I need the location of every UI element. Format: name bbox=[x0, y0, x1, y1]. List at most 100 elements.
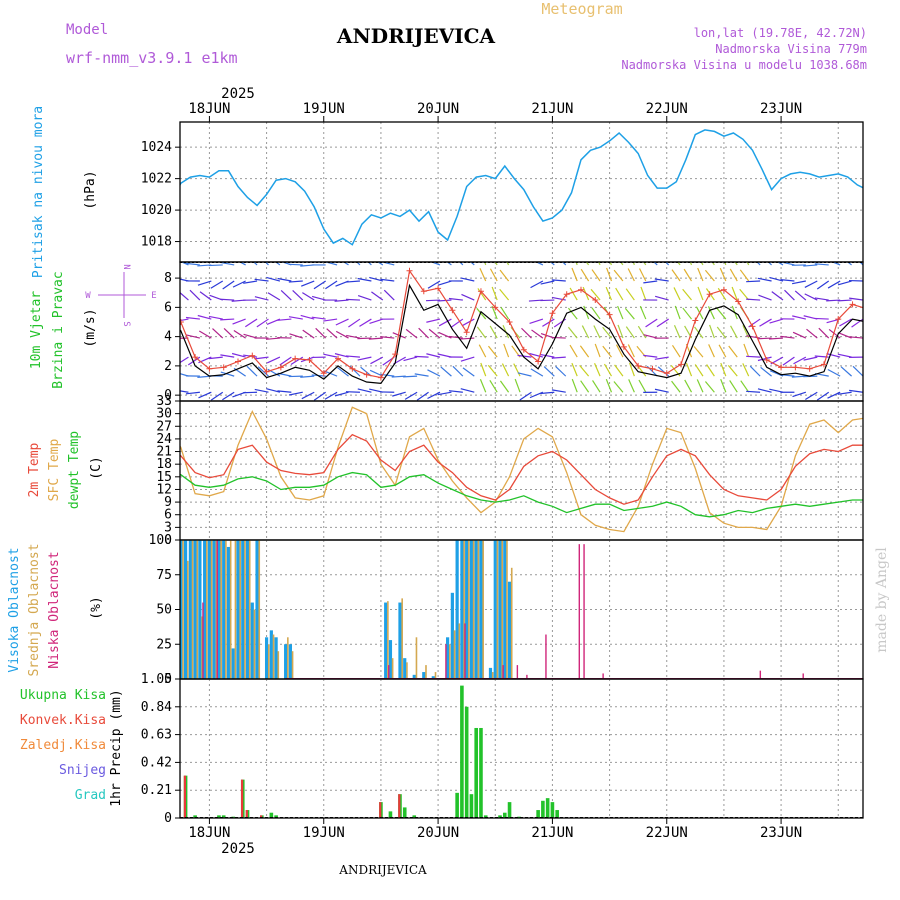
gust-marker bbox=[363, 371, 370, 378]
wind-arrow bbox=[199, 291, 212, 301]
wind-arrow bbox=[164, 319, 177, 325]
cloud-high-bar bbox=[412, 674, 416, 679]
wind-arrow bbox=[696, 379, 704, 393]
gust-marker bbox=[578, 286, 584, 293]
cloud-mid-bar bbox=[406, 662, 408, 679]
wind-arrow bbox=[324, 391, 338, 400]
cloud-high-bar bbox=[217, 540, 221, 679]
wind-arrow bbox=[337, 367, 349, 377]
wind-arrow bbox=[313, 391, 326, 401]
cloud-mid-bar bbox=[210, 540, 213, 679]
compass-rose: W E N S bbox=[85, 264, 156, 326]
cloud-mid-bar bbox=[463, 540, 465, 679]
wind-arrow bbox=[252, 262, 258, 266]
wind-arrow bbox=[720, 378, 727, 393]
wind-arrow bbox=[581, 325, 590, 339]
wind-arrow bbox=[418, 327, 429, 339]
wind-arrow bbox=[606, 267, 613, 282]
gust-marker bbox=[449, 307, 456, 314]
wind-arrow bbox=[152, 357, 166, 358]
gust-marker bbox=[492, 304, 499, 311]
wind-arrow bbox=[682, 288, 692, 301]
wind-arrow bbox=[757, 388, 772, 393]
wind-arrow bbox=[129, 354, 143, 358]
wind-arrow bbox=[609, 262, 613, 266]
wind-arrow bbox=[592, 380, 601, 393]
wind-arrow bbox=[131, 281, 143, 288]
wind-arrow bbox=[776, 262, 784, 266]
top-day-label: 18JUN bbox=[188, 101, 230, 117]
wind-arrow bbox=[555, 366, 567, 377]
y-tick-label: 75 bbox=[156, 568, 172, 583]
precip-conv-bar bbox=[260, 815, 263, 818]
wind-arrow bbox=[326, 328, 338, 339]
precip-total-bar bbox=[460, 685, 464, 818]
wind-arrow bbox=[793, 356, 807, 365]
temp-name-label-1: 2m Temp bbox=[27, 442, 42, 497]
cloud-mid-bar bbox=[482, 540, 484, 679]
wind-arrow bbox=[859, 262, 863, 266]
wind-arrow bbox=[448, 297, 463, 301]
bottom-day-label: 21JUN bbox=[531, 825, 573, 841]
wind-arrow bbox=[130, 392, 143, 398]
cloud-high-bar bbox=[274, 637, 278, 679]
gust-marker bbox=[263, 368, 270, 375]
gust-marker bbox=[678, 361, 685, 368]
wind-arrow bbox=[254, 356, 269, 360]
wind-arrow bbox=[208, 264, 223, 267]
wind-arrow bbox=[300, 375, 315, 378]
wind-arrow bbox=[342, 262, 349, 266]
gust-marker bbox=[406, 267, 413, 274]
gust-marker bbox=[320, 370, 327, 377]
compass-north: N bbox=[121, 264, 131, 269]
wind-arrow bbox=[380, 278, 395, 282]
precip-conv-bar bbox=[245, 810, 248, 818]
cloud-high-bar bbox=[193, 540, 197, 679]
wind-arrow bbox=[357, 294, 372, 301]
gust-marker bbox=[235, 358, 241, 365]
wind-arrow bbox=[197, 280, 212, 286]
wind-arrow bbox=[414, 373, 429, 377]
cloud-mid-bar bbox=[434, 672, 437, 679]
cloud-high-bar bbox=[264, 637, 269, 679]
top-day-axis: 18JUN 19JUN 20JUN 21JUN 22JUN 23JUN bbox=[188, 101, 802, 122]
precip-total-bar bbox=[402, 807, 407, 818]
wind-arrow bbox=[180, 291, 189, 301]
precip-total-bar bbox=[469, 794, 474, 818]
cloud-high-bar bbox=[188, 540, 192, 679]
wind-arrow bbox=[185, 262, 200, 266]
wind-arrow bbox=[639, 305, 647, 320]
wind-arrow bbox=[837, 280, 852, 286]
wind-arrow bbox=[315, 327, 327, 339]
wind-arrow bbox=[487, 364, 498, 377]
cloud-mid-bar bbox=[220, 540, 222, 679]
gust-marker bbox=[649, 365, 656, 372]
model-name: wrf-nmm_v3.9.1 e1km bbox=[66, 49, 238, 67]
cloud-high-bar bbox=[269, 630, 273, 679]
gust-marker bbox=[563, 291, 570, 298]
precip-total-bar bbox=[231, 816, 236, 818]
gust-marker bbox=[180, 318, 184, 325]
wind-arrow bbox=[300, 314, 315, 320]
y-tick-label: 25 bbox=[156, 637, 172, 652]
wind-arrow bbox=[771, 291, 784, 301]
gust-marker bbox=[706, 291, 713, 298]
precip-total-bar bbox=[502, 812, 507, 818]
cloud-high-bar bbox=[450, 592, 454, 679]
wind-arrow bbox=[814, 297, 829, 301]
cloud-mid-bar bbox=[477, 540, 480, 679]
wind-arrow bbox=[264, 262, 269, 266]
wind-arrow bbox=[615, 287, 624, 301]
wind-arrow bbox=[476, 326, 487, 339]
wind-arrow bbox=[256, 318, 269, 328]
wind-arrow bbox=[656, 318, 669, 328]
wind-arrow bbox=[197, 314, 212, 320]
wind-arrow bbox=[519, 391, 532, 401]
wind-arrow bbox=[277, 277, 292, 282]
wind-arrow bbox=[826, 299, 841, 302]
wind-arrow bbox=[405, 328, 418, 339]
cloud-low-bar bbox=[202, 602, 204, 679]
cloud-low-bar bbox=[445, 644, 447, 679]
wind-arrow bbox=[849, 389, 863, 393]
wind-arrow bbox=[792, 315, 806, 320]
